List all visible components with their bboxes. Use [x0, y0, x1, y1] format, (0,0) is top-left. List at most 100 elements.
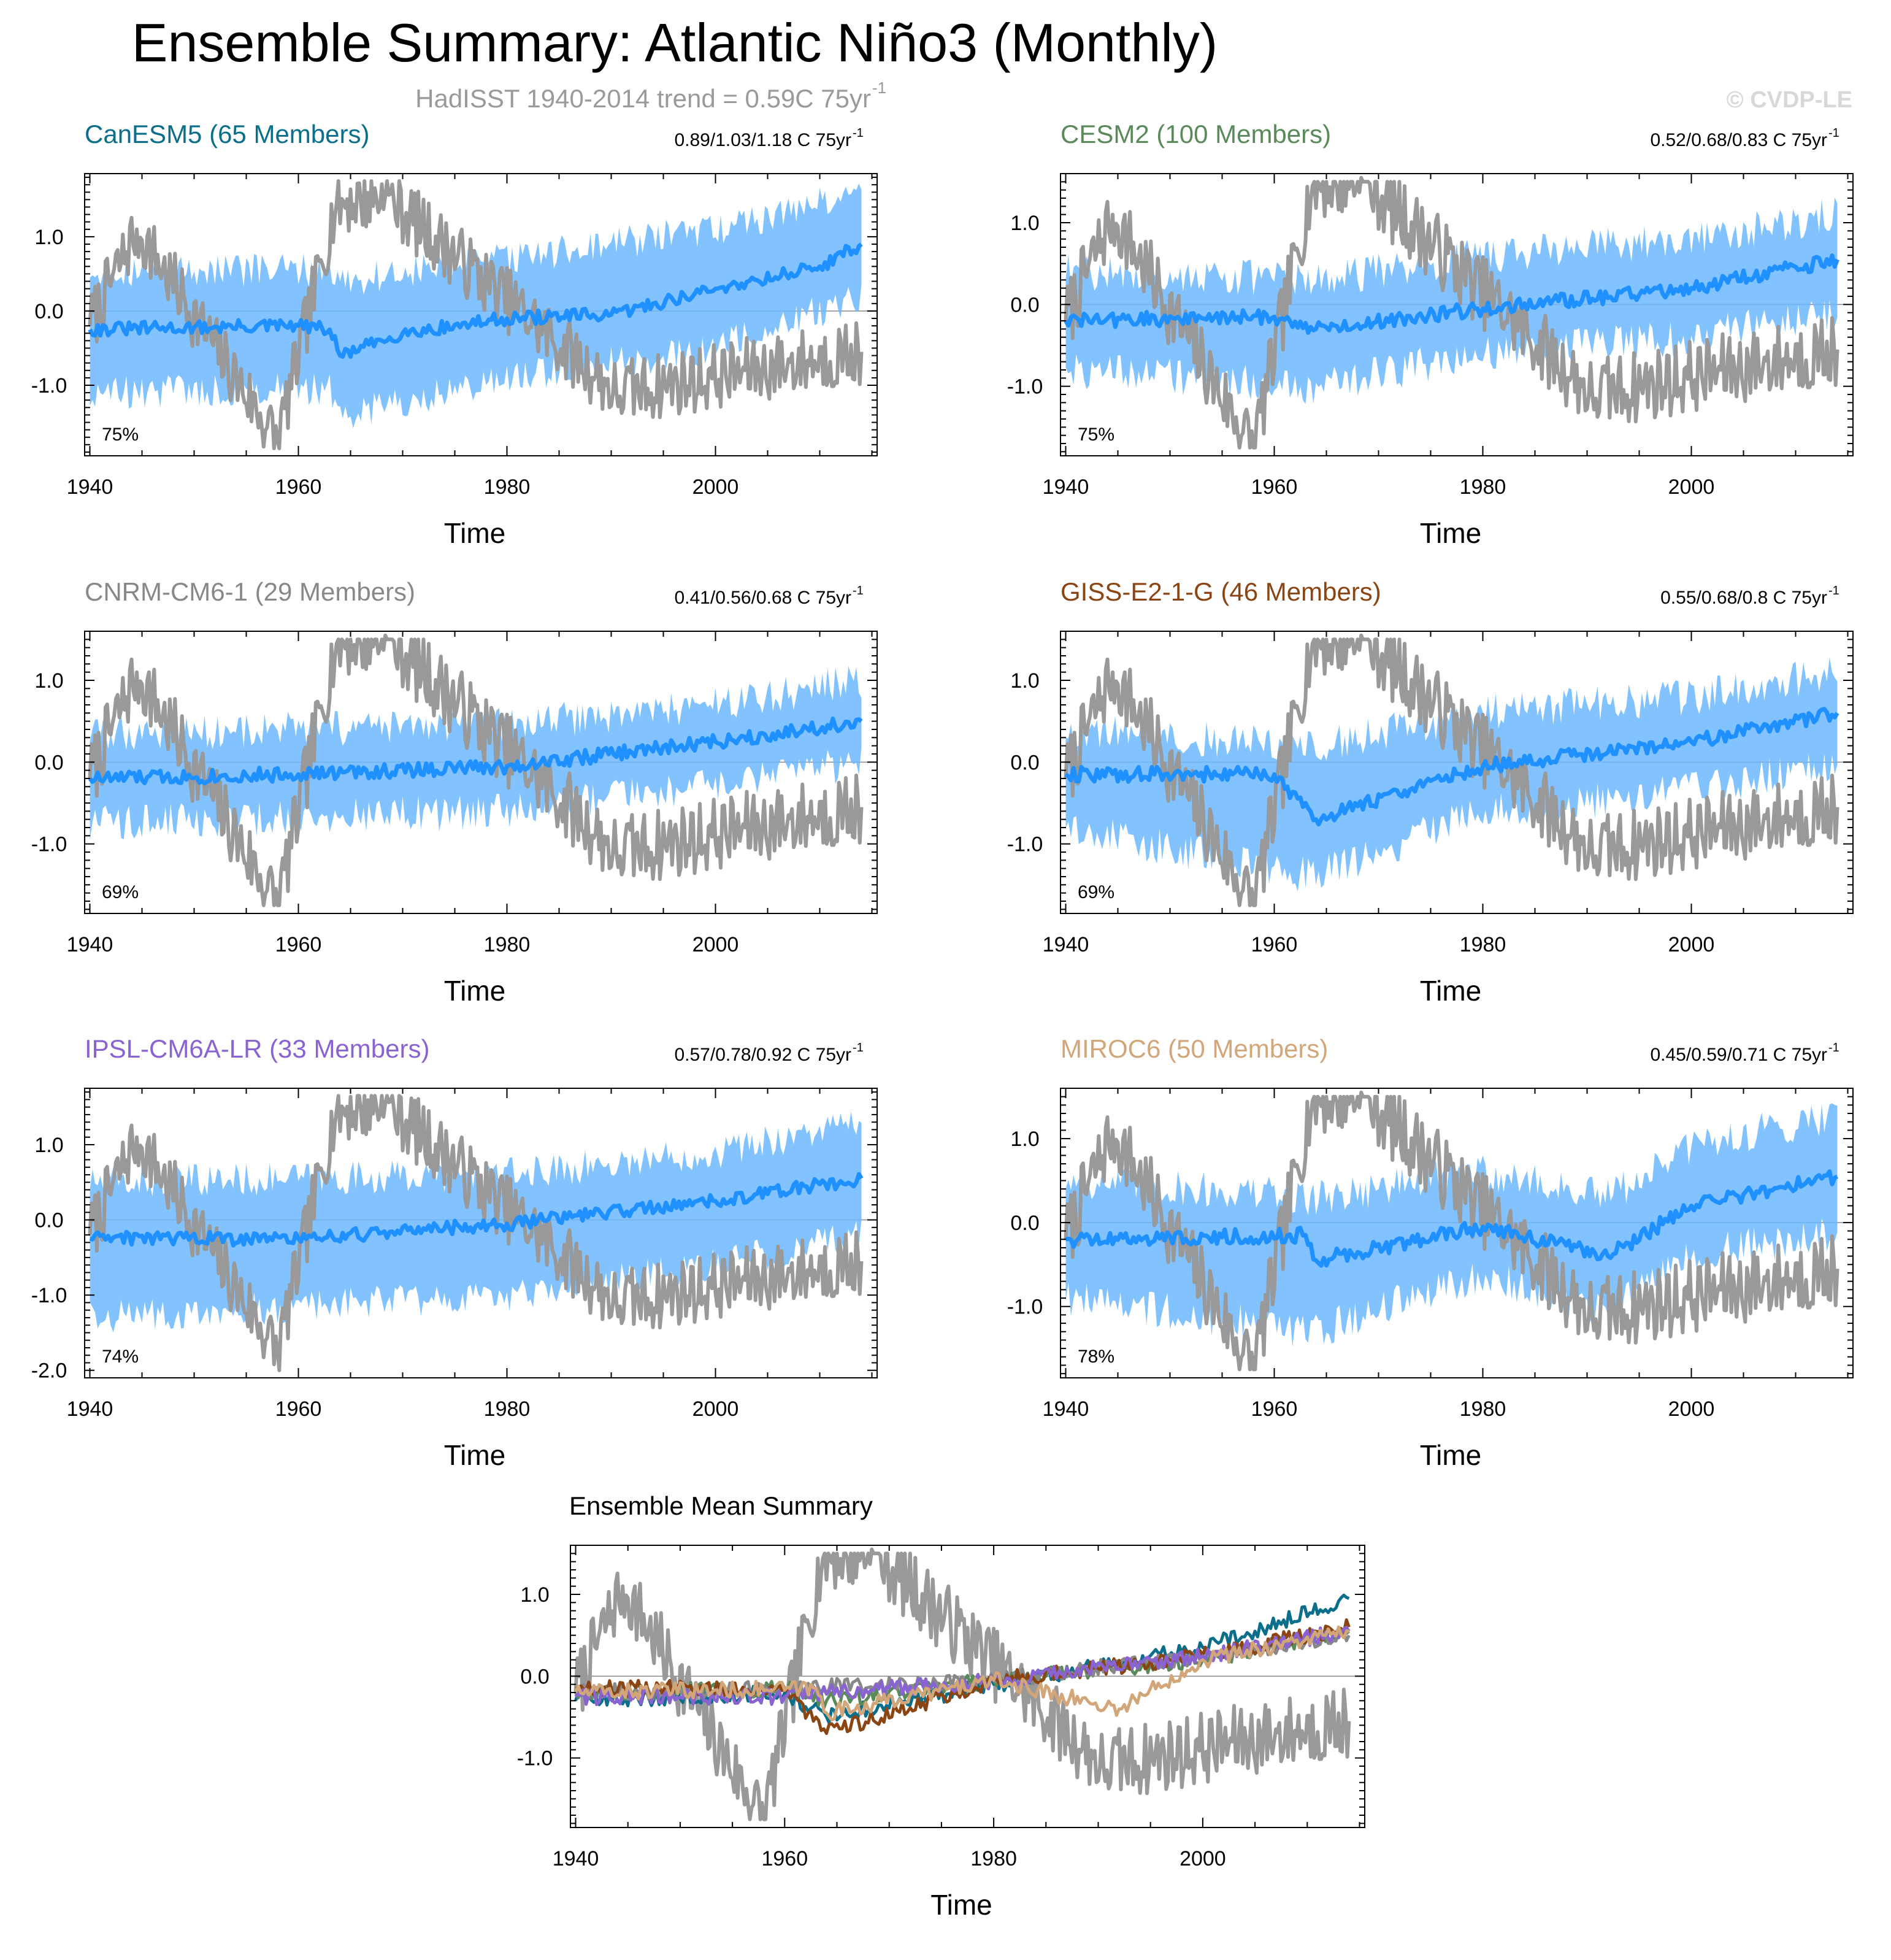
y-tick-label: 1.0 [1010, 1128, 1039, 1151]
y-tick-label: 0.0 [520, 1665, 549, 1688]
panel-frame [84, 173, 878, 456]
figure-subtitle: HadISST 1940-2014 trend = 0.59C 75yr [415, 84, 871, 113]
series-line-miroc6 [574, 1625, 1349, 1722]
x-axis-title: Time [1420, 975, 1482, 1007]
y-tick-label: 1.0 [1010, 212, 1039, 235]
panel-summary-title: Ensemble Mean Summary [569, 1491, 873, 1520]
panel-2: CNRM-CM6-1 (29 Members) 0.41/0.56/0.68 C … [31, 577, 878, 1007]
x-tick-label: 1980 [1460, 475, 1506, 499]
panel-plot-area [1064, 633, 1839, 907]
panel-trend-label: 0.55/0.68/0.8 C 75yr [1660, 588, 1827, 608]
panel-percent-label: 74% [102, 1347, 139, 1367]
ensemble-mean-line [88, 717, 863, 786]
x-axis-title: Time [444, 1439, 506, 1471]
panel-plot-area [1064, 175, 1839, 450]
x-tick-label: 1940 [553, 1847, 599, 1870]
panel-trend-exponent: -1 [1828, 584, 1839, 598]
panel-plot-area [88, 633, 864, 907]
x-tick-label: 1960 [1251, 1397, 1298, 1421]
x-tick-label: 1980 [484, 475, 531, 499]
observed-series-line [1064, 633, 1839, 907]
x-tick-label: 1980 [484, 1397, 531, 1421]
x-axis-title: Time [930, 1889, 992, 1921]
panel-6: Ensemble Mean Summary 1940 1960 1980 2000 -1.… [517, 1491, 1365, 1921]
panel-1: CESM2 (100 Members) 0.52/0.68/0.83 C 75yr… [1007, 120, 1854, 549]
observed-series-line [88, 633, 864, 907]
x-tick-label: 2000 [692, 475, 739, 499]
y-tick-label: -1.0 [1007, 1296, 1043, 1319]
y-tick-label: 0.0 [1010, 293, 1039, 317]
x-tick-label: 1940 [1043, 475, 1089, 499]
panel-3: GISS-E2-1-G (46 Members) 0.55/0.68/0.8 C … [1007, 577, 1854, 1007]
y-tick-label: 1.0 [1010, 669, 1039, 693]
panel-model-title: IPSL-CM6A-LR (33 Members) [85, 1034, 429, 1063]
panel-frame [1060, 1088, 1854, 1378]
y-tick-label: -1.0 [517, 1747, 553, 1770]
x-tick-label: 1980 [1460, 1397, 1506, 1421]
y-tick-label: 0.0 [34, 300, 63, 323]
figure-subtitle-exponent: -1 [872, 79, 886, 97]
y-tick-label: 0.0 [34, 1209, 63, 1232]
observed-series-line [88, 179, 864, 450]
series-line-hadisst [573, 1547, 1351, 1821]
x-tick-label: 1960 [275, 933, 322, 956]
ensemble-spread-band [90, 666, 862, 841]
x-tick-label: 1980 [1460, 933, 1506, 956]
ensemble-mean-line [89, 1172, 864, 1248]
panel-frame [84, 631, 878, 914]
panel-frame [1060, 631, 1854, 914]
panel-plot-area [1064, 1090, 1839, 1372]
x-tick-label: 1940 [1043, 933, 1089, 956]
x-tick-label: 1940 [67, 1397, 113, 1421]
y-tick-label: -1.0 [1007, 833, 1043, 856]
ensemble-spread-band [1065, 198, 1838, 404]
panel-trend-label: 0.57/0.78/0.92 C 75yr [674, 1045, 851, 1065]
y-tick-label: -1.0 [1007, 375, 1043, 399]
x-tick-label: 1960 [1251, 475, 1298, 499]
x-tick-label: 1980 [484, 933, 531, 956]
panel-trend-label: 0.41/0.56/0.68 C 75yr [674, 588, 851, 608]
y-tick-label: -1.0 [31, 374, 67, 398]
panel-model-title: CanESM5 (65 Members) [85, 120, 369, 148]
y-tick-label: 1.0 [520, 1583, 549, 1607]
y-tick-label: 1.0 [34, 226, 63, 249]
panel-trend-exponent: -1 [1828, 1041, 1839, 1055]
panel-model-title: CNRM-CM6-1 (29 Members) [85, 577, 415, 606]
ensemble-spread-band [90, 183, 862, 429]
panel-plot-area [573, 1547, 1351, 1821]
panel-percent-label: 78% [1078, 1347, 1114, 1367]
panel-percent-label: 69% [1078, 882, 1114, 902]
x-axis-title: Time [1420, 517, 1482, 549]
panel-trend-exponent: -1 [853, 126, 864, 140]
x-tick-label: 2000 [692, 933, 739, 956]
panels-group: CanESM5 (65 Members) 0.89/1.03/1.18 C 75y… [31, 120, 1854, 1921]
figure-title: Ensemble Summary: Atlantic Niño3 (Monthl… [132, 12, 1218, 73]
ensemble-mean-line [88, 242, 863, 359]
x-tick-label: 1940 [67, 933, 113, 956]
panel-model-title: CESM2 (100 Members) [1061, 120, 1331, 148]
panel-trend-exponent: -1 [853, 584, 864, 598]
panel-0: CanESM5 (65 Members) 0.89/1.03/1.18 C 75y… [31, 120, 878, 549]
panel-model-title: MIROC6 (50 Members) [1061, 1034, 1328, 1063]
x-tick-label: 2000 [1179, 1847, 1226, 1870]
panel-percent-label: 75% [1078, 425, 1114, 445]
y-tick-label: -1.0 [31, 833, 67, 856]
x-tick-label: 2000 [1668, 1397, 1715, 1421]
x-tick-label: 2000 [1668, 933, 1715, 956]
x-tick-label: 1980 [970, 1847, 1017, 1870]
y-tick-label: -1.0 [31, 1284, 67, 1307]
panel-frame [84, 1088, 878, 1378]
y-tick-label: 0.0 [1010, 751, 1039, 774]
y-tick-label: 0.0 [34, 751, 63, 774]
ensemble-spread-band [1065, 1103, 1838, 1347]
ensemble-mean-line [1064, 707, 1839, 827]
panel-percent-label: 75% [102, 425, 139, 445]
ensemble-spread-band [90, 1111, 862, 1332]
panel-percent-label: 69% [102, 882, 139, 902]
panel-4: IPSL-CM6A-LR (33 Members) 0.57/0.78/0.92 … [31, 1034, 878, 1471]
panel-trend-exponent: -1 [853, 1041, 864, 1055]
y-tick-label: 1.0 [34, 669, 63, 693]
x-tick-label: 1960 [275, 475, 322, 499]
x-tick-label: 2000 [1668, 475, 1715, 499]
observed-series-line [1064, 175, 1839, 450]
